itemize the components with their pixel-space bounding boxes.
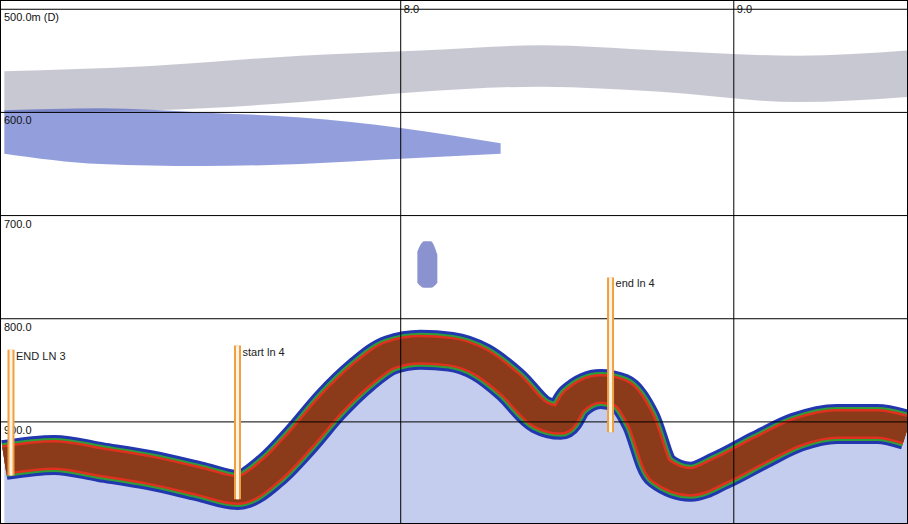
svg-text:500.0m (D): 500.0m (D): [4, 11, 59, 23]
svg-text:8.0: 8.0: [404, 3, 419, 15]
svg-text:start ln 4: start ln 4: [242, 346, 284, 358]
svg-text:700.0: 700.0: [4, 218, 32, 230]
svg-text:800.0: 800.0: [4, 321, 32, 333]
svg-text:900.0: 900.0: [4, 423, 32, 436]
svg-text:end ln 4: end ln 4: [616, 277, 655, 289]
svg-text:600.0: 600.0: [4, 114, 32, 126]
svg-text:9.0: 9.0: [737, 3, 752, 15]
svg-text:END LN 3: END LN 3: [16, 350, 66, 362]
